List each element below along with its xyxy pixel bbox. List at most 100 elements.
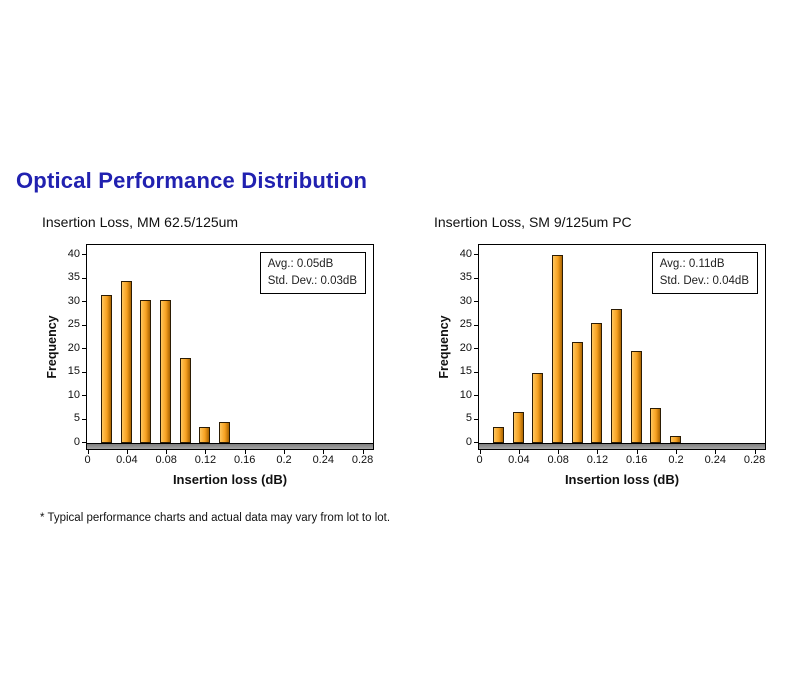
y-tick-label: 40 <box>459 247 472 260</box>
x-tick-label: 0.28 <box>743 454 766 466</box>
x-tick-label: 0.12 <box>586 454 609 466</box>
x-tick-mark <box>479 450 481 454</box>
chart-insertion-loss-sm: Insertion Loss, SM 9/125um PC Frequency … <box>428 214 773 499</box>
bar-x-0.08 <box>552 255 564 443</box>
y-tick-mark <box>474 301 478 303</box>
y-tick-mark <box>474 348 478 350</box>
y-tick-label: 15 <box>459 365 472 378</box>
y-tick-label: 35 <box>459 271 472 284</box>
baseline-floor <box>479 443 765 449</box>
stats-line: Std. Dev.: 0.03dB <box>267 274 357 287</box>
y-tick-mark <box>82 395 86 397</box>
y-tick-mark <box>82 254 86 256</box>
bar-x-0.18 <box>650 407 662 443</box>
x-tick-label: 0.08 <box>155 454 177 466</box>
x-tick-mark <box>87 450 89 454</box>
x-tick-label: 0.16 <box>234 454 256 466</box>
x-tick-label: 0.24 <box>704 454 726 466</box>
x-tick-label: 0.04 <box>116 454 138 466</box>
stats-line: Avg.: 0.05dB <box>267 258 334 270</box>
bar-x-0.14 <box>610 309 622 443</box>
x-tick-mark <box>323 450 325 454</box>
y-tick-mark <box>82 301 86 303</box>
bar-x-0.1 <box>571 341 583 443</box>
y-tick-label: 10 <box>459 388 472 401</box>
y-tick-mark <box>82 418 86 420</box>
x-tick-mark <box>205 450 207 454</box>
bar-x-0.02 <box>493 426 505 443</box>
y-tick-label: 20 <box>67 341 80 354</box>
y-tick-label: 25 <box>459 318 472 331</box>
x-tick-mark <box>244 450 246 454</box>
y-tick-label: 20 <box>459 341 472 354</box>
bar-x-0.02 <box>101 294 113 443</box>
stats-annotation: Avg.: 0.11dB Std. Dev.: 0.04dB <box>651 252 758 295</box>
stats-line: Avg.: 0.11dB <box>659 258 725 270</box>
bar-x-0.04 <box>512 412 524 443</box>
bar-x-0.04 <box>120 280 132 443</box>
x-tick-label: 0.04 <box>508 454 530 466</box>
footnote: * Typical performance charts and actual … <box>40 512 391 524</box>
x-tick-label: 0.08 <box>547 454 569 466</box>
x-tick-mark <box>284 450 285 454</box>
y-tick-mark <box>82 277 86 279</box>
y-tick-label: 30 <box>67 294 80 307</box>
y-tick-mark <box>82 348 86 350</box>
x-tick-label: 0 <box>84 454 91 466</box>
y-tick-mark <box>474 371 478 373</box>
x-tick-mark <box>362 450 364 454</box>
y-tick-mark <box>474 442 478 444</box>
x-axis-label: Insertion loss (dB) <box>564 472 680 487</box>
page-title: Optical Performance Distribution <box>16 168 368 193</box>
y-tick-label: 5 <box>73 412 80 425</box>
x-tick-label: 0.24 <box>312 454 334 466</box>
y-tick-label: 0 <box>73 435 80 448</box>
stats-annotation: Avg.: 0.05dB Std. Dev.: 0.03dB <box>259 252 366 295</box>
bar-x-0.12 <box>591 323 603 443</box>
x-tick-label: 0.12 <box>194 454 217 466</box>
y-tick-mark <box>82 442 86 444</box>
bar-x-0.06 <box>532 372 544 443</box>
x-tick-mark <box>754 450 756 454</box>
bar-x-0.08 <box>160 299 172 443</box>
x-tick-mark <box>676 450 677 454</box>
y-tick-mark <box>82 324 86 326</box>
y-tick-mark <box>474 254 478 256</box>
plot-area: Avg.: 0.11dB Std. Dev.: 0.04dB <box>478 244 766 450</box>
x-tick-label: 0.16 <box>626 454 648 466</box>
y-tick-label: 25 <box>67 318 80 331</box>
bar-x-0.12 <box>199 426 211 443</box>
bar-x-0.06 <box>140 299 152 443</box>
y-tick-mark <box>474 277 478 279</box>
y-tick-label: 10 <box>67 388 80 401</box>
y-tick-label: 30 <box>459 294 472 307</box>
x-tick-label: 0.2 <box>668 454 684 466</box>
bar-x-0.2 <box>669 435 681 443</box>
x-tick-label: 0.28 <box>351 454 374 466</box>
x-tick-label: 0 <box>476 454 483 466</box>
y-tick-label: 0 <box>465 435 472 448</box>
baseline-floor <box>87 443 373 449</box>
x-tick-label: 0.2 <box>276 454 292 466</box>
y-tick-mark <box>82 371 86 373</box>
x-tick-mark <box>518 450 520 454</box>
x-tick-mark <box>636 450 638 454</box>
y-tick-mark <box>474 418 478 420</box>
x-tick-mark <box>166 450 168 454</box>
x-tick-mark <box>558 450 560 454</box>
chart-insertion-loss-mm: Insertion Loss, MM 62.5/125um Frequency … <box>36 214 381 499</box>
x-axis-label: Insertion loss (dB) <box>172 472 288 487</box>
bar-x-0.1 <box>179 358 191 443</box>
plot-area: Avg.: 0.05dB Std. Dev.: 0.03dB <box>86 244 374 450</box>
y-tick-label: 5 <box>465 412 472 425</box>
y-tick-mark <box>474 324 478 326</box>
y-tick-label: 35 <box>67 271 80 284</box>
x-tick-mark <box>715 450 717 454</box>
bar-x-0.14 <box>218 421 230 443</box>
chart-title: Insertion Loss, MM 62.5/125um <box>42 214 239 230</box>
y-tick-label: 15 <box>67 365 80 378</box>
chart-title: Insertion Loss, SM 9/125um PC <box>434 214 632 230</box>
bar-x-0.16 <box>630 351 642 443</box>
y-tick-label: 40 <box>67 247 80 260</box>
y-tick-mark <box>474 395 478 397</box>
